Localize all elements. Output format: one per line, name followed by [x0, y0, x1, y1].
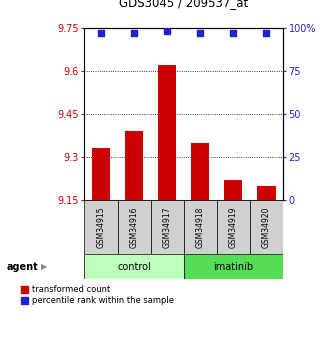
Point	[264, 30, 269, 36]
Text: GSM34919: GSM34919	[229, 206, 238, 248]
Point	[98, 30, 104, 36]
Text: GSM34915: GSM34915	[96, 206, 106, 248]
Text: GDS3045 / 209537_at: GDS3045 / 209537_at	[119, 0, 248, 9]
Bar	[84, 200, 118, 254]
Bar	[125, 131, 143, 200]
Bar	[151, 200, 184, 254]
Point	[198, 30, 203, 36]
Text: GSM34916: GSM34916	[129, 206, 139, 248]
Bar	[257, 186, 275, 200]
Text: agent: agent	[7, 262, 38, 272]
Text: GSM34920: GSM34920	[262, 206, 271, 248]
Point	[165, 28, 170, 34]
Bar	[191, 142, 209, 200]
Text: GSM34917: GSM34917	[163, 206, 172, 248]
Bar	[184, 200, 217, 254]
Point	[231, 30, 236, 36]
Bar	[84, 254, 184, 279]
Point	[131, 30, 137, 36]
Text: imatinib: imatinib	[213, 262, 254, 272]
Text: GSM34918: GSM34918	[196, 206, 205, 247]
Bar	[224, 180, 242, 200]
Text: control: control	[117, 262, 151, 272]
Text: ▶: ▶	[41, 262, 48, 271]
Legend: transformed count, percentile rank within the sample: transformed count, percentile rank withi…	[21, 285, 173, 305]
Bar	[118, 200, 151, 254]
Bar	[250, 200, 283, 254]
Bar	[217, 200, 250, 254]
Bar	[184, 254, 283, 279]
Bar	[158, 65, 176, 200]
Bar	[92, 148, 110, 200]
